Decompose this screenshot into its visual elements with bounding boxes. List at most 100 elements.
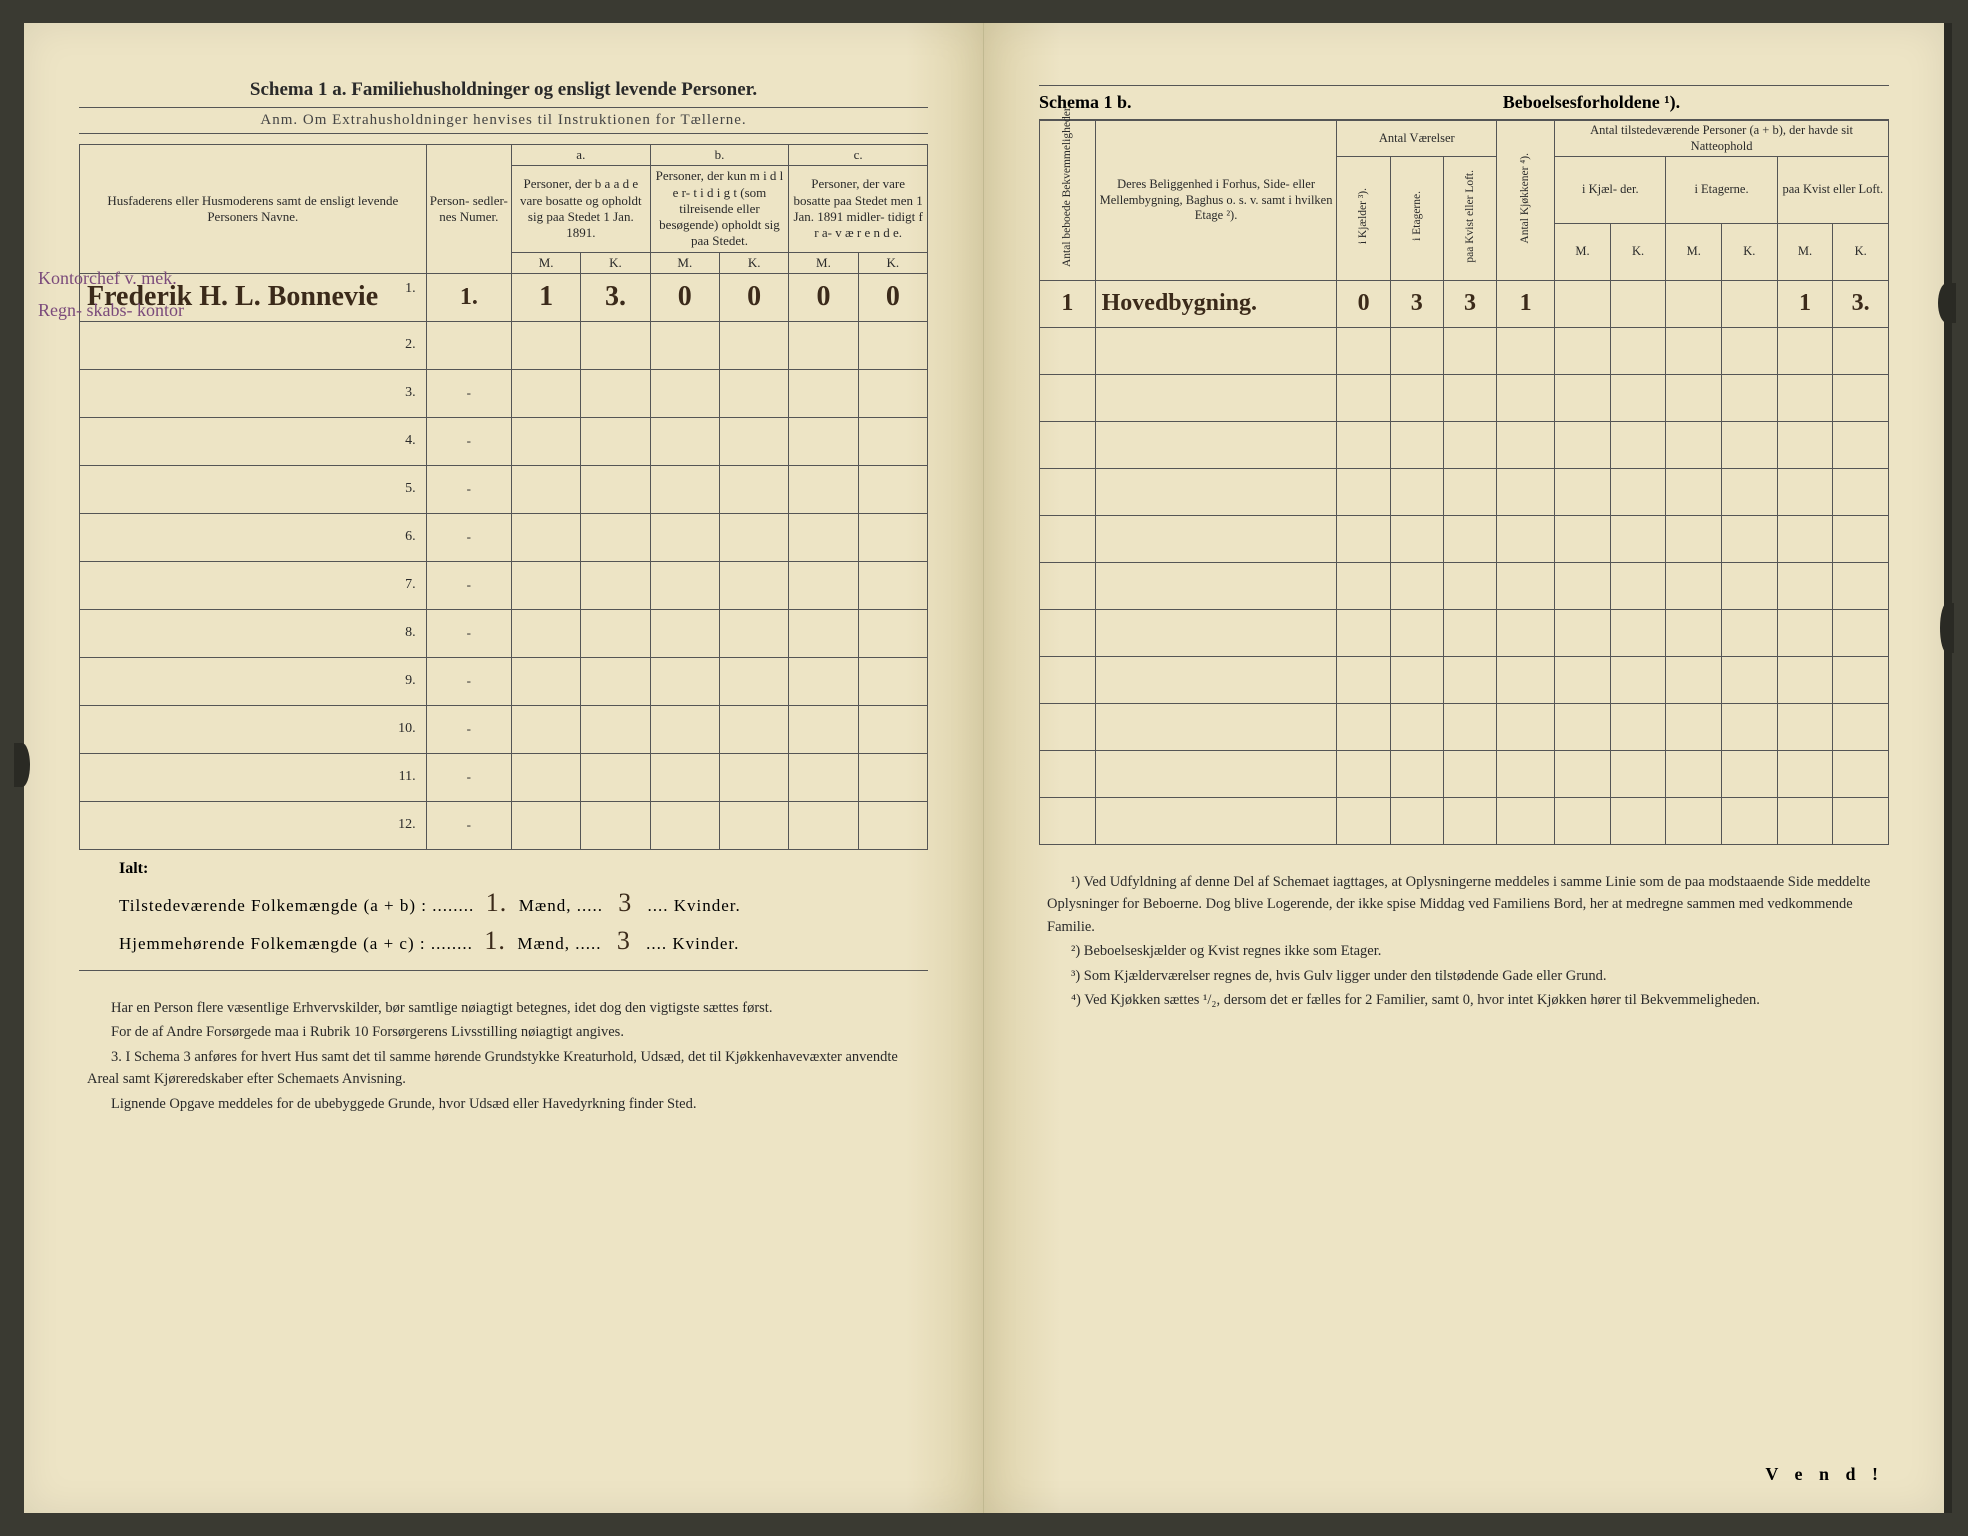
- row-name-cell: 5.: [80, 465, 427, 513]
- cell-cM: 0: [789, 273, 858, 321]
- cell-petM: [1666, 468, 1722, 515]
- table-row: 10.-: [80, 705, 928, 753]
- cell-bekv: [1040, 421, 1096, 468]
- cell-pkjM: [1555, 374, 1611, 421]
- cell-pkjK: [1610, 374, 1666, 421]
- cell-pkjM: [1555, 609, 1611, 656]
- cell-pkjK: [1610, 280, 1666, 327]
- cell-et: [1390, 750, 1443, 797]
- cell-pkvK: [1833, 515, 1889, 562]
- table-row: [1040, 374, 1889, 421]
- cell-cK: 0: [858, 273, 927, 321]
- cell-kok: [1497, 374, 1555, 421]
- cell-petK: [1722, 797, 1778, 844]
- cell-aM: [511, 609, 580, 657]
- cell-kj: [1337, 515, 1390, 562]
- cell-cK: [858, 801, 927, 849]
- cell-bM: [650, 417, 719, 465]
- row-name-cell: 11.: [80, 753, 427, 801]
- right-fn-2: ³) Som Kjælderværelser regnes de, hvis G…: [1047, 965, 1881, 987]
- cell-kok: [1497, 750, 1555, 797]
- left-footnotes: Har en Person flere væsentlige Erhvervsk…: [79, 979, 928, 1115]
- cell-belig: Hovedbygning.: [1095, 280, 1337, 327]
- cell-belig: [1095, 515, 1337, 562]
- rh-m: M.: [1555, 223, 1611, 280]
- right-fn-1: ²) Beboelseskjælder og Kvist regnes ikke…: [1047, 940, 1881, 962]
- cell-aK: 3.: [581, 273, 650, 321]
- cell-kok: [1497, 797, 1555, 844]
- rh-pkv: paa Kvist eller Loft.: [1777, 157, 1888, 223]
- table-row: [1040, 750, 1889, 797]
- cell-aM: [511, 705, 580, 753]
- page-tear: [14, 743, 30, 787]
- cell-kv: [1443, 421, 1496, 468]
- schema-1a-title: Schema 1 a. Familiehusholdninger og ensl…: [79, 73, 928, 107]
- cell-kok: [1497, 656, 1555, 703]
- cell-bekv: [1040, 515, 1096, 562]
- cell-aM: [511, 657, 580, 705]
- sum1-mid: Mænd, .....: [519, 896, 603, 915]
- page-tear: [1940, 603, 1954, 653]
- cell-bekv: 1: [1040, 280, 1096, 327]
- row-name-cell: 12.: [80, 801, 427, 849]
- sum2-maend: 1.: [478, 926, 512, 956]
- cell-bM: [650, 801, 719, 849]
- hdr-a-m: M.: [511, 252, 580, 273]
- cell-pkvK: [1833, 562, 1889, 609]
- table-row: 7.-: [80, 561, 928, 609]
- rh-vaer: Antal Værelser: [1337, 121, 1497, 157]
- cell-bekv: [1040, 374, 1096, 421]
- row-name-cell: 3.: [80, 369, 427, 417]
- rh-bekv: Antal beboede Bekvemmeligheder.: [1040, 121, 1096, 281]
- left-fn-3: Lignende Opgave meddeles for de ubebygge…: [87, 1093, 920, 1115]
- cell-petM: [1666, 656, 1722, 703]
- cell-aK: [581, 609, 650, 657]
- cell-kv: [1443, 327, 1496, 374]
- cell-pkjM: [1555, 468, 1611, 515]
- cell-bK: [719, 609, 788, 657]
- cell-kv: [1443, 515, 1496, 562]
- cell-bK: [719, 369, 788, 417]
- cell-belig: [1095, 327, 1337, 374]
- sum2-kvinder: 3: [607, 926, 641, 956]
- cell-pkvK: [1833, 656, 1889, 703]
- cell-cM: [789, 561, 858, 609]
- cell-cM: [789, 801, 858, 849]
- cell-cM: [789, 369, 858, 417]
- hdr-a-k: K.: [581, 252, 650, 273]
- cell-num: -: [426, 417, 511, 465]
- left-fn-1: For de af Andre Forsørgede maa i Rubrik …: [87, 1021, 920, 1043]
- cell-cM: [789, 753, 858, 801]
- cell-kv: [1443, 468, 1496, 515]
- cell-petK: [1722, 703, 1778, 750]
- cell-petM: [1666, 374, 1722, 421]
- cell-pkjK: [1610, 609, 1666, 656]
- ialt-label: Ialt:: [79, 850, 928, 884]
- cell-bekv: [1040, 327, 1096, 374]
- cell-petM: [1666, 797, 1722, 844]
- cell-pkjM: [1555, 703, 1611, 750]
- cell-pkvK: [1833, 797, 1889, 844]
- cell-bM: [650, 657, 719, 705]
- cell-petK: [1722, 750, 1778, 797]
- cell-aM: [511, 801, 580, 849]
- cell-pkvM: [1777, 562, 1833, 609]
- cell-belig: [1095, 703, 1337, 750]
- row-name-cell: 4.: [80, 417, 427, 465]
- divider: [79, 970, 928, 971]
- cell-cK: [858, 753, 927, 801]
- table-row: [1040, 562, 1889, 609]
- cell-belig: [1095, 421, 1337, 468]
- cell-et: [1390, 468, 1443, 515]
- table-row: 6.-: [80, 513, 928, 561]
- table-row: [1040, 797, 1889, 844]
- cell-aK: [581, 753, 650, 801]
- cell-belig: [1095, 750, 1337, 797]
- cell-petK: [1722, 562, 1778, 609]
- cell-pkvK: [1833, 750, 1889, 797]
- cell-aK: [581, 513, 650, 561]
- right-fn-0: ¹) Ved Udfyldning af denne Del af Schema…: [1047, 871, 1881, 938]
- cell-pkvM: [1777, 797, 1833, 844]
- cell-et: [1390, 421, 1443, 468]
- cell-pkjK: [1610, 703, 1666, 750]
